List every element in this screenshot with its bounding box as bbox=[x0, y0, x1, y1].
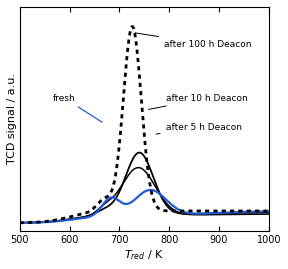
Text: fresh: fresh bbox=[53, 94, 102, 122]
Text: after 10 h Deacon: after 10 h Deacon bbox=[149, 94, 247, 109]
Text: after 5 h Deacon: after 5 h Deacon bbox=[156, 123, 242, 134]
Y-axis label: TCD signal / a.u.: TCD signal / a.u. bbox=[7, 73, 17, 164]
X-axis label: $T_{red}$ / K: $T_{red}$ / K bbox=[124, 248, 164, 262]
Text: after 100 h Deacon: after 100 h Deacon bbox=[135, 33, 252, 49]
